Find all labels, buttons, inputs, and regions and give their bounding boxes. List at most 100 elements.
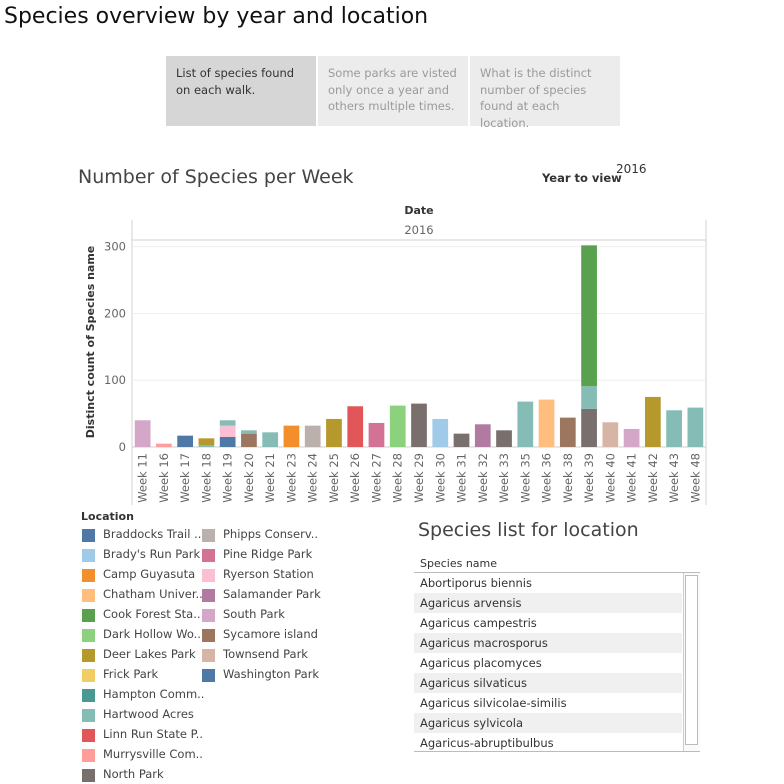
x-tick-label: Week 17	[178, 453, 192, 503]
column-header: Date	[404, 204, 433, 217]
legend-swatch	[82, 649, 95, 662]
bar-segment[interactable]	[581, 386, 597, 409]
x-tick-label: Week 11	[136, 453, 150, 503]
species-row[interactable]: Agaricus silvaticus	[414, 673, 682, 693]
x-tick-label: Week 43	[667, 453, 681, 503]
legend-label: Camp Guyasuta	[103, 567, 196, 581]
bar-segment[interactable]	[304, 425, 321, 447]
bar-segment[interactable]	[559, 417, 576, 447]
bar-segment[interactable]	[453, 433, 470, 447]
x-tick-label: Week 29	[412, 453, 426, 503]
bar-segment[interactable]	[283, 425, 300, 447]
legend-swatch	[82, 709, 95, 722]
legend-label: Dark Hollow Wo..	[103, 627, 201, 641]
bar-segment[interactable]	[602, 422, 619, 447]
x-tick-label: Week 42	[646, 453, 660, 503]
y-tick-label: 100	[104, 373, 126, 387]
bar-segment[interactable]	[666, 410, 682, 447]
species-row[interactable]: Abortiporus biennis	[420, 576, 532, 590]
bar-segment[interactable]	[262, 432, 279, 447]
legend-swatch	[202, 549, 215, 562]
x-tick-label: Week 18	[199, 453, 213, 503]
legend-swatch	[202, 609, 215, 622]
bar-segment[interactable]	[474, 424, 491, 447]
bar-segment[interactable]	[241, 430, 257, 434]
species-scroll-thumb[interactable]	[685, 575, 698, 745]
legend-label: Chatham Univer..	[103, 587, 203, 601]
bar-segment[interactable]	[644, 396, 661, 447]
x-tick-label: Week 30	[433, 453, 447, 503]
bar-segment[interactable]	[623, 428, 640, 447]
legend-swatch	[82, 769, 95, 782]
bar-segment[interactable]	[389, 405, 406, 447]
x-tick-label: Week 32	[476, 453, 490, 503]
bar-segment[interactable]	[517, 401, 534, 447]
species-row[interactable]: Agaricus silvicolae-similis	[420, 696, 567, 710]
x-tick-label: Week 41	[625, 453, 639, 503]
chart-title: Number of Species per Week	[78, 166, 354, 188]
legend-swatch	[202, 589, 215, 602]
legend-label: Deer Lakes Park	[103, 647, 196, 661]
species-row[interactable]: Agaricus sylvicola	[414, 713, 682, 733]
bar-segment[interactable]	[368, 422, 385, 447]
x-tick-label: Week 33	[497, 453, 511, 503]
legend-swatch	[202, 669, 215, 682]
x-tick-label: Week 40	[603, 453, 617, 503]
bar-segment[interactable]	[432, 418, 449, 447]
bar-segment[interactable]	[347, 406, 364, 447]
x-tick-label: Week 31	[455, 453, 469, 503]
bar-segment[interactable]	[687, 407, 704, 447]
legend-label: Hartwood Acres	[103, 707, 194, 721]
legend-swatch	[202, 529, 215, 542]
legend-label: North Park	[103, 767, 164, 781]
year-filter-value[interactable]: 2016	[616, 162, 647, 176]
bar-segment[interactable]	[581, 408, 597, 447]
tab-species-per-walk[interactable]: List of species found on each walk.	[166, 56, 316, 126]
x-tick-label: Week 19	[221, 453, 235, 503]
column-value: 2016	[404, 223, 433, 237]
bar-segment[interactable]	[581, 245, 597, 387]
species-row[interactable]: Agaricus arvensis	[414, 593, 682, 613]
legend-title: Location	[81, 510, 134, 523]
legend-label: Phipps Conserv..	[223, 527, 319, 541]
bar-segment[interactable]	[134, 420, 151, 447]
legend-swatch	[202, 629, 215, 642]
bar-segment[interactable]	[538, 399, 555, 447]
bar-segment[interactable]	[219, 420, 236, 426]
bar-segment[interactable]	[219, 436, 236, 447]
species-row[interactable]: Agaricus-abruptibulbus	[420, 736, 554, 750]
x-tick-label: Week 16	[157, 453, 171, 503]
tab-park-visits[interactable]: Some parks are visted only once a year a…	[318, 56, 468, 126]
legend-swatch	[202, 569, 215, 582]
bar-segment[interactable]	[496, 430, 512, 447]
legend-swatch	[82, 749, 95, 762]
tab-species-per-location[interactable]: What is the distinct number of species f…	[470, 56, 620, 130]
bar-segment[interactable]	[241, 433, 257, 447]
species-scrollbar[interactable]	[683, 573, 700, 751]
species-list-title: Species list for location	[418, 519, 639, 541]
year-filter-label: Year to view	[542, 171, 622, 185]
species-row[interactable]: Agaricus macrosporus	[414, 633, 682, 653]
species-row[interactable]: Agaricus placomyces	[420, 656, 542, 670]
y-tick-label: 200	[104, 306, 126, 320]
legend-label: South Park	[223, 607, 285, 621]
bar-segment[interactable]	[177, 435, 194, 447]
bar-segment[interactable]	[198, 438, 215, 445]
bar-segment[interactable]	[198, 444, 215, 447]
x-tick-label: Week 23	[284, 453, 298, 503]
legend-label: Ryerson Station	[223, 567, 314, 581]
x-tick-label: Week 28	[391, 453, 405, 503]
species-per-week-chart: Date 2016 Distinct count of Species name…	[84, 204, 707, 505]
x-tick-label: Week 36	[540, 453, 554, 503]
species-row[interactable]: Agaricus campestris	[420, 616, 537, 630]
legend-swatch	[82, 569, 95, 582]
x-tick-label: Week 39	[582, 453, 596, 503]
legend-swatch	[82, 629, 95, 642]
bar-segment[interactable]	[156, 443, 172, 447]
legend-label: Hampton Comm..	[103, 687, 205, 701]
bar-segment[interactable]	[326, 418, 342, 447]
legend-swatch	[82, 589, 95, 602]
y-tick-label: 0	[119, 440, 126, 454]
bar-segment[interactable]	[411, 403, 427, 447]
bar-segment[interactable]	[219, 425, 236, 437]
